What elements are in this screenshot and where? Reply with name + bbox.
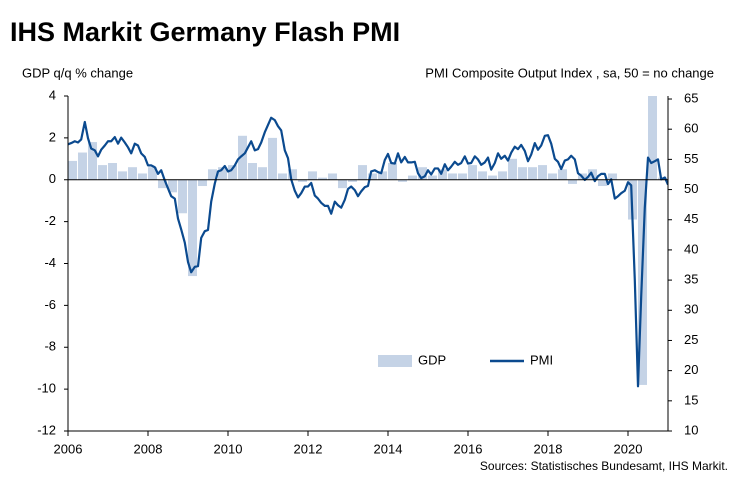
y-tick-label: -6 <box>44 297 56 312</box>
gdp-bar <box>238 135 247 180</box>
gdp-bar <box>268 137 277 180</box>
gdp-bar <box>118 171 127 180</box>
y2-tick-label: 10 <box>684 422 698 437</box>
gdp-bar <box>528 167 537 180</box>
gdp-bar <box>648 96 657 180</box>
legend-swatch <box>378 355 412 367</box>
y2-tick-label: 65 <box>684 90 698 105</box>
gdp-bar <box>398 179 407 182</box>
y-tick-label: 2 <box>49 129 56 144</box>
gdp-bar <box>128 167 137 180</box>
gdp-bar <box>548 173 557 180</box>
gdp-bar <box>448 173 457 180</box>
y-tick-label: 4 <box>49 87 56 102</box>
gdp-bar <box>98 165 107 180</box>
gdp-bar <box>458 173 467 180</box>
gdp-bar <box>278 173 287 180</box>
source-note: Sources: Statistisches Bundesamt, IHS Ma… <box>480 459 728 473</box>
pmi-line <box>68 116 668 388</box>
gdp-bar <box>308 171 317 180</box>
gdp-bar <box>378 171 387 180</box>
gdp-bar <box>208 169 217 180</box>
y2-tick-label: 55 <box>684 151 698 166</box>
gdp-bar <box>138 173 147 180</box>
gdp-bar <box>108 163 117 180</box>
y2-tick-label: 25 <box>684 332 698 347</box>
gdp-bar <box>598 179 607 187</box>
y-tick-label: -4 <box>44 255 56 270</box>
gdp-bar <box>298 179 307 182</box>
gdp-bar <box>188 179 197 277</box>
gdp-bar <box>518 167 527 180</box>
x-tick-label: 2010 <box>214 441 243 456</box>
gdp-bar <box>318 177 327 180</box>
gdp-bar <box>68 160 77 180</box>
gdp-bar <box>288 169 297 180</box>
gdp-bar <box>328 173 337 180</box>
gdp-bar <box>418 167 427 180</box>
x-tick-label: 2012 <box>294 441 323 456</box>
x-tick-label: 2008 <box>134 441 163 456</box>
gdp-bar <box>478 171 487 180</box>
y2-axis-label: PMI Composite Output Index , sa, 50 = no… <box>425 65 714 80</box>
y2-tick-label: 45 <box>684 211 698 226</box>
gdp-bar <box>488 175 497 180</box>
gdp-bar <box>388 163 397 180</box>
gdp-bar <box>248 163 257 180</box>
gdp-bar <box>348 179 357 182</box>
gdp-bar <box>88 142 97 180</box>
legend-label: PMI <box>530 352 553 367</box>
gdp-bar <box>468 165 477 180</box>
gdp-bar <box>368 173 377 180</box>
y2-tick-label: 20 <box>684 362 698 377</box>
gdp-bar <box>198 179 207 187</box>
gdp-bar <box>498 171 507 180</box>
gdp-bar <box>428 175 437 180</box>
gdp-bar <box>178 179 187 214</box>
y2-tick-label: 35 <box>684 272 698 287</box>
gdp-bar <box>358 165 367 180</box>
gdp-bar <box>438 169 447 180</box>
y-tick-label: -2 <box>44 213 56 228</box>
gdp-bar <box>78 152 87 180</box>
y2-tick-label: 30 <box>684 302 698 317</box>
gdp-bar <box>218 167 227 180</box>
gdp-bar <box>408 175 417 180</box>
gdp-bar <box>608 173 617 180</box>
gdp-bar <box>148 167 157 180</box>
chart-title: IHS Markit Germany Flash PMI <box>10 17 400 47</box>
gdp-bar <box>258 167 267 180</box>
y-axis-label: GDP q/q % change <box>22 65 133 80</box>
y-tick-label: -12 <box>37 422 56 437</box>
gdp-bar <box>338 179 347 189</box>
legend-label: GDP <box>418 352 446 367</box>
gdp-bar <box>558 169 567 180</box>
y-tick-label: -10 <box>37 381 56 396</box>
x-tick-label: 2006 <box>54 441 83 456</box>
y-tick-label: -8 <box>44 339 56 354</box>
y2-tick-label: 40 <box>684 241 698 256</box>
y-tick-label: 0 <box>49 171 56 186</box>
gdp-bar <box>228 165 237 180</box>
x-tick-label: 2014 <box>374 441 403 456</box>
x-tick-label: 2018 <box>534 441 563 456</box>
gdp-bar <box>158 179 167 189</box>
plot-area <box>68 96 668 388</box>
gdp-bar <box>508 158 517 180</box>
gdp-bar <box>168 179 177 193</box>
y2-tick-label: 15 <box>684 392 698 407</box>
gdp-bar <box>538 165 547 180</box>
y2-tick-label: 60 <box>684 121 698 136</box>
y2-tick-label: 50 <box>684 181 698 196</box>
gdp-bar <box>568 179 577 184</box>
x-tick-label: 2016 <box>454 441 483 456</box>
x-tick-label: 2020 <box>614 441 643 456</box>
